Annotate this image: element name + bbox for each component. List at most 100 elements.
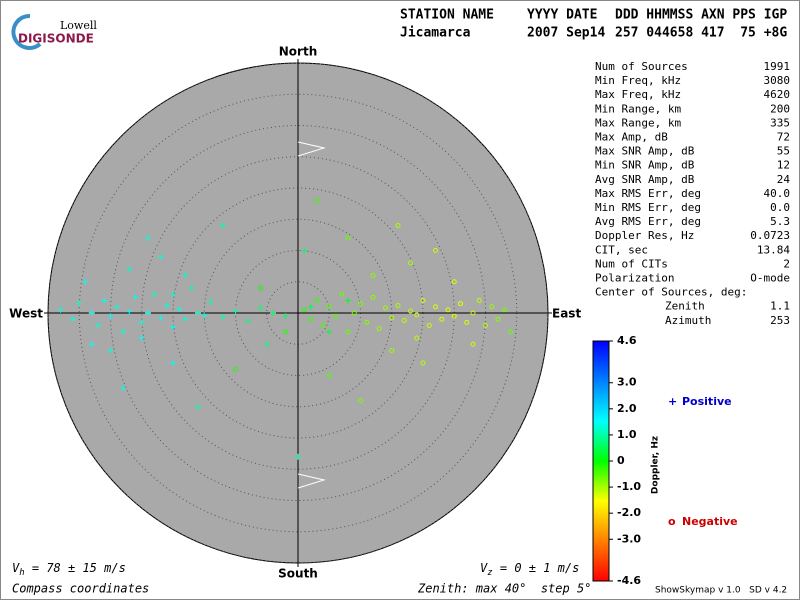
source-positive [263,341,270,348]
source-negative [408,260,413,266]
source-negative [433,248,438,253]
source-negative [470,341,476,347]
source-negative [376,326,382,332]
version: ShowSkymap v 1.0 SD v 4.2 [655,586,787,596]
source-positive [326,328,333,335]
source-negative [358,301,363,307]
stat-label: Max Freq, kHz [595,88,681,101]
legend-marker: + [668,395,677,408]
source-positive [70,316,76,323]
source-negative [395,223,401,228]
source-negative [489,304,495,310]
stat-label: Avg RMS Err, deg [595,215,701,228]
stat-label: Min SNR Amp, dB [595,159,695,172]
source-negative [389,315,395,321]
stat-label: Zenith [665,300,705,313]
source-positive [176,306,183,313]
source-positive [101,297,108,304]
source-positive [126,308,133,315]
source-negative [451,313,457,319]
source-negative [383,305,388,311]
source-negative [314,198,320,203]
source-positive [107,313,114,320]
source-positive [220,222,226,229]
logo-top: Lowell [60,19,97,32]
source-negative [401,318,407,323]
source-positive [307,303,314,310]
source-positive [220,313,226,320]
source-positive [295,453,301,460]
source-negative [308,316,313,322]
header-label: DDD HHMMSS AXN PPS IGP [615,8,787,23]
source-positive [145,235,151,241]
source-negative [395,303,401,308]
source-positive [120,328,126,335]
source-negative [408,308,413,314]
stat-label: Center of Sources, deg: [595,286,747,299]
source-positive [132,294,139,301]
stat-label: Max Range, km [595,116,681,129]
stat-value: 200 [770,102,790,115]
source-negative [326,373,332,378]
logo-bottom: DIGISONDE [18,32,94,46]
source-positive [201,312,208,319]
stat-value: 12 [777,159,790,172]
colorbar-tick-label: 4.6 [617,334,637,347]
source-negative [345,329,351,335]
zenith-note: Zenith: max 40° step 5° [417,582,591,596]
source-positive [188,285,195,291]
source-negative [314,298,320,303]
compass-west: West [9,307,43,321]
stat-value: 2 [783,257,790,270]
source-positive [182,316,189,323]
stat-value: 335 [770,116,790,129]
source-negative [420,298,426,303]
colorbar-tick-label: -1.0 [617,480,641,493]
source-positive [163,302,170,309]
source-positive [76,300,83,307]
header-label: YYYY DATE [527,8,597,23]
coords-note: Compass coordinates [12,582,149,596]
source-negative [439,316,445,322]
source-negative [470,310,476,316]
stat-value: 0.0 [770,201,790,214]
stat-label: Azimuth [665,314,711,327]
stat-label: Num of Sources [595,60,688,73]
source-negative [370,294,376,300]
vh: Vh = 78 ± 15 m/s [12,561,126,578]
source-positive [345,297,351,304]
source-positive [170,360,176,366]
source-positive [257,305,264,311]
stat-value: 4620 [764,88,791,101]
source-positive [145,310,151,316]
colorbar-tick-label: 2.0 [617,402,637,415]
colorbar-tick-label: 0 [617,454,625,467]
stat-value: O-mode [750,272,790,285]
source-positive [195,310,201,316]
source-negative [333,313,338,319]
source-negative [233,366,238,372]
source-positive [126,266,133,273]
source-positive [245,317,251,324]
source-negative [420,360,426,366]
colorbar-tick-label: -3.0 [617,532,641,545]
stat-value: 40.0 [764,187,791,200]
stat-label: Doppler Res, Hz [595,229,694,242]
colorbar-label: Doppler, Hz [651,436,661,494]
source-positive [270,310,276,316]
stat-label: Min Freq, kHz [595,74,681,87]
source-negative [426,323,432,328]
source-negative [414,335,420,341]
source-negative [464,319,470,325]
source-positive [282,313,289,320]
stat-label: Avg SNR Amp, dB [595,173,695,186]
source-positive [113,303,120,310]
legend-entry: Negative [682,515,738,528]
source-negative [358,398,363,403]
source-negative [414,312,420,318]
source-positive [301,247,308,254]
stat-label: Polarization [595,272,674,285]
source-negative [389,348,395,353]
source-positive [170,291,176,298]
source-positive [138,319,145,326]
